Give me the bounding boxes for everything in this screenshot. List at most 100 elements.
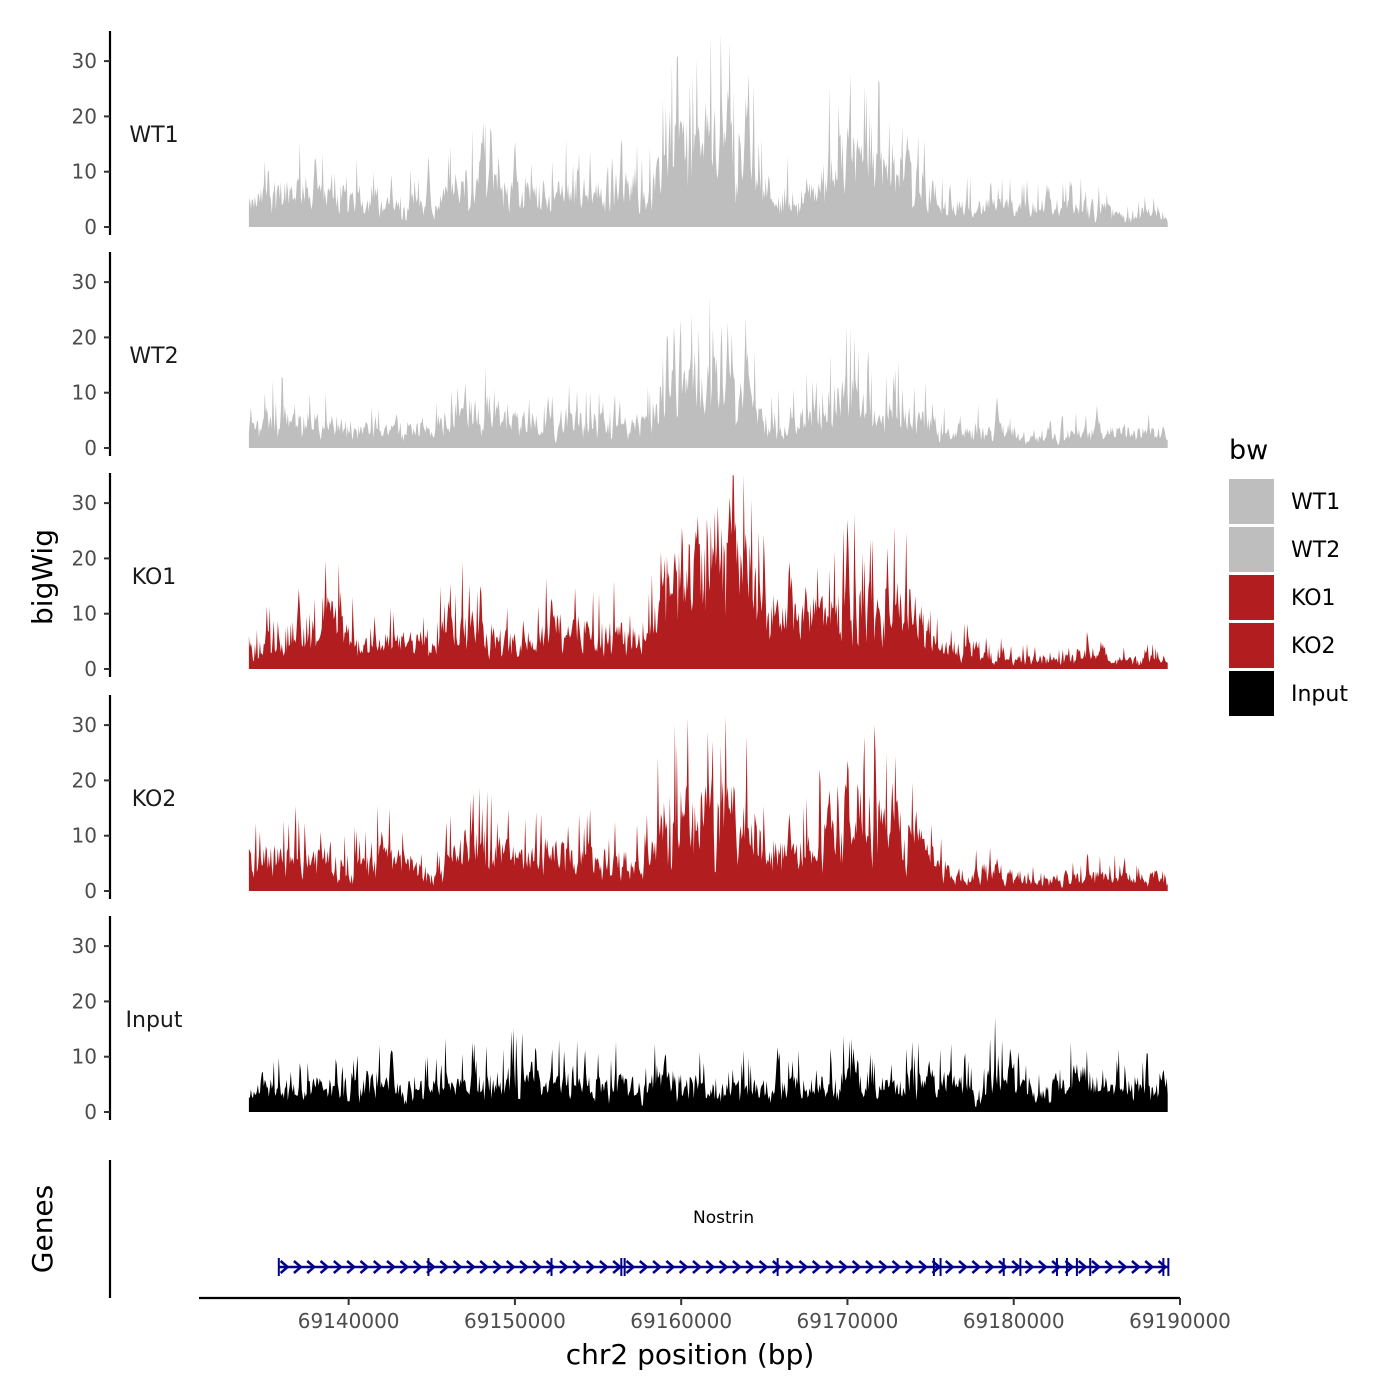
area-input — [248, 1017, 1168, 1112]
strand-arrow — [293, 1260, 303, 1274]
strand-arrow — [559, 1260, 569, 1274]
y-tick-label: 30 — [72, 49, 97, 73]
track-label-wt1: WT1 — [129, 123, 178, 148]
panel-wt1: 0 10 20 30 WT1 — [72, 31, 1168, 239]
strand-arrow — [652, 1260, 662, 1274]
area-wt2 — [248, 295, 1168, 448]
area-ko1 — [248, 475, 1168, 669]
legend-label-input: Input — [1291, 682, 1348, 707]
gene-name: Nostrin — [693, 1208, 754, 1228]
legend: bw WT1 WT2 KO1 KO2 Input — [1229, 435, 1348, 716]
strand-arrow — [1091, 1260, 1101, 1274]
strand-arrow — [798, 1260, 809, 1274]
y-tick-label: 30 — [72, 491, 97, 515]
strand-arrow — [319, 1260, 330, 1274]
x-axis: 69140000 69150000 69160000 69170000 69180000… — [199, 1296, 1231, 1333]
y-tick-label: 10 — [72, 381, 97, 405]
strand-arrow — [878, 1260, 889, 1274]
strand-arrow — [412, 1260, 423, 1274]
y-tick-label: 20 — [72, 104, 97, 128]
strand-arrow — [572, 1260, 583, 1274]
strand-arrow — [532, 1260, 543, 1274]
strand-arrow — [599, 1260, 609, 1274]
y-tick-label: 10 — [72, 160, 97, 184]
strand-arrow — [1038, 1260, 1048, 1274]
strand-arrow — [505, 1260, 516, 1274]
strand-arrow — [625, 1260, 636, 1274]
strand-arrow — [279, 1260, 290, 1274]
y-tick-label: 20 — [72, 325, 97, 349]
panel-ko2: 0 10 20 30 KO2 — [72, 695, 1168, 903]
y-tick-label: 0 — [84, 436, 97, 460]
strand-arrow — [678, 1260, 689, 1274]
y-tick-label: 0 — [84, 215, 97, 239]
x-axis-title: chr2 position (bp) — [566, 1338, 815, 1371]
strand-arrow — [1051, 1260, 1062, 1274]
panel-ko1: 0 10 20 30 KO1 — [72, 473, 1168, 681]
strand-arrow — [1011, 1260, 1022, 1274]
x-tick-label: 69140000 — [298, 1309, 400, 1333]
strand-arrow — [732, 1260, 742, 1274]
strand-arrow — [372, 1260, 383, 1274]
strand-arrow — [638, 1260, 649, 1274]
strand-arrow — [479, 1260, 490, 1274]
panel-input: 0 10 20 30 Input — [72, 916, 1168, 1124]
strand-arrow — [612, 1260, 623, 1274]
strand-arrow — [359, 1260, 370, 1274]
strand-arrow — [998, 1260, 1008, 1274]
y-tick-label: 10 — [72, 824, 97, 848]
strand-arrow — [1104, 1260, 1115, 1274]
strand-arrow — [585, 1260, 596, 1274]
y-axis-title: bigWig — [26, 529, 59, 625]
strand-arrow — [386, 1260, 396, 1274]
strand-arrow — [984, 1260, 995, 1274]
strand-arrow — [718, 1260, 729, 1274]
legend-title: bw — [1229, 435, 1268, 466]
x-tick-label: 69170000 — [797, 1309, 899, 1333]
legend-label-ko2: KO2 — [1291, 634, 1336, 659]
area-ko2 — [248, 716, 1168, 891]
strand-arrow — [944, 1260, 955, 1274]
strand-arrow — [665, 1260, 676, 1274]
track-panels: 0 10 20 30 WT1 0 10 20 30 WT2 0 10 20 30 KO1 0 10 20 30 KO2… — [72, 31, 1168, 1124]
legend-key-ko2 — [1229, 623, 1274, 668]
legend-key-wt1 — [1229, 479, 1274, 524]
strand-arrow — [865, 1260, 875, 1274]
strand-arrow — [545, 1260, 556, 1274]
legend-label-wt2: WT2 — [1291, 538, 1340, 563]
strand-arrow — [1117, 1260, 1128, 1274]
y-tick-label: 10 — [72, 602, 97, 626]
strand-arrow — [705, 1260, 716, 1274]
strand-arrow — [904, 1260, 915, 1274]
strand-arrow — [811, 1260, 822, 1274]
y-tick-label: 0 — [84, 657, 97, 681]
legend-key-input — [1229, 671, 1274, 716]
area-wt1 — [248, 33, 1168, 228]
x-tick-label: 69190000 — [1129, 1309, 1231, 1333]
strand-arrow — [439, 1260, 450, 1274]
strand-arrow — [692, 1260, 702, 1274]
strand-arrow — [1024, 1260, 1035, 1274]
y-tick-label: 30 — [72, 270, 97, 294]
strand-arrow — [758, 1260, 769, 1274]
track-label-wt2: WT2 — [129, 344, 178, 369]
gene-track-panel: Nostrin — [108, 1160, 1170, 1298]
strand-arrow — [851, 1260, 862, 1274]
strand-arrow — [1144, 1260, 1155, 1274]
y-tick-label: 20 — [72, 989, 97, 1013]
strand-arrow — [399, 1260, 410, 1274]
y-tick-label: 20 — [72, 768, 97, 792]
strand-arrow — [452, 1260, 463, 1274]
track-label-ko1: KO1 — [132, 565, 177, 590]
strand-arrow — [745, 1260, 756, 1274]
legend-label-ko1: KO1 — [1291, 586, 1336, 611]
strand-arrow — [306, 1260, 317, 1274]
strand-arrow — [785, 1260, 796, 1274]
x-tick-label: 69180000 — [963, 1309, 1065, 1333]
strand-arrow — [492, 1260, 503, 1274]
track-label-ko2: KO2 — [132, 787, 177, 812]
panel-wt2: 0 10 20 30 WT2 — [72, 252, 1168, 460]
strand-arrow — [1077, 1260, 1088, 1274]
y-tick-label: 0 — [84, 879, 97, 903]
